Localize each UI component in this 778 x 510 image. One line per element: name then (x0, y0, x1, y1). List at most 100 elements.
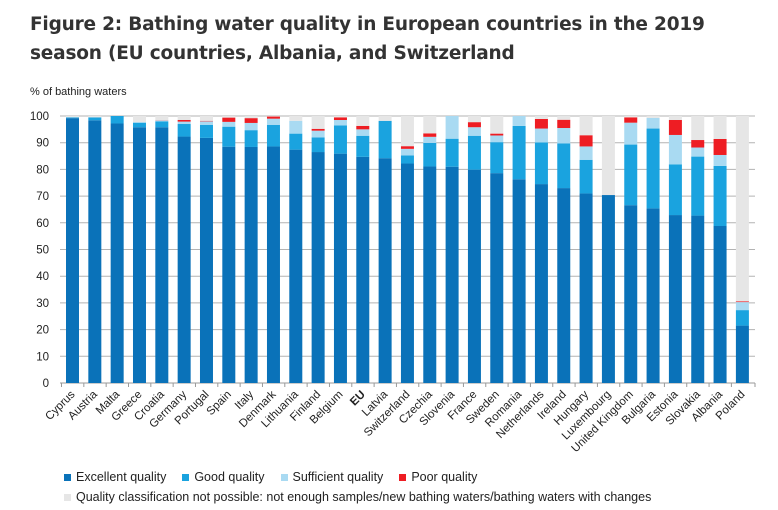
bar-segment (512, 116, 526, 126)
bar-segment (311, 152, 325, 383)
bar-segment (289, 116, 303, 121)
bar-segment (467, 122, 481, 128)
bar-segment (199, 124, 213, 138)
bar-segment (467, 116, 481, 123)
bar-segment (222, 146, 236, 383)
bar-segment (534, 184, 548, 383)
bar-segment (735, 325, 749, 383)
bar-segment (132, 122, 146, 123)
y-tick-label: 70 (36, 191, 49, 203)
bar-segment (132, 127, 146, 384)
bar-segment (423, 116, 437, 134)
bar-stack-spain (222, 116, 236, 383)
bar-segment (579, 116, 593, 136)
bar-segment (311, 116, 325, 129)
bar-segment (222, 116, 236, 118)
bar-segment (333, 125, 347, 154)
bar-segment (691, 215, 705, 383)
y-tick-label: 80 (36, 164, 49, 176)
bar-segment (579, 146, 593, 160)
bar-segment (222, 121, 236, 127)
bar-segment (534, 116, 548, 119)
bar-segment (668, 134, 682, 165)
bar-segment (534, 118, 548, 129)
y-tick-label: 90 (36, 138, 49, 150)
bar-segment (66, 118, 79, 384)
legend-label: Poor quality (411, 470, 478, 484)
bar-segment (177, 120, 191, 122)
bar-stack-luxembourg (601, 116, 615, 383)
bar-segment (66, 117, 79, 119)
bar-segment (400, 163, 414, 383)
bar-stack-latvia (378, 116, 392, 383)
bar-segment (713, 154, 727, 166)
y-tick-label: 60 (36, 218, 49, 230)
bar-segment (177, 121, 191, 125)
bar-segment (423, 136, 437, 143)
bar-segment (88, 116, 102, 118)
bar-segment (333, 117, 347, 121)
bar-segment (646, 117, 660, 129)
bar-segment (557, 188, 571, 383)
legend-swatch (399, 473, 407, 481)
bar-stack-united-kingdom (624, 116, 638, 383)
legend-item: Poor quality (399, 470, 477, 484)
bar-segment (177, 136, 191, 383)
bar-stack-bulgaria (646, 116, 660, 383)
bar-segment (735, 116, 749, 302)
bar-stack-slovenia (445, 116, 459, 383)
bar-segment (467, 169, 481, 383)
bar-stack-poland (735, 116, 749, 383)
bar-segment (691, 147, 705, 157)
bar-segment (668, 120, 682, 135)
bar-stack-austria (88, 116, 102, 383)
bar-segment (110, 116, 124, 124)
bar-stack-finland (311, 116, 325, 383)
bar-segment (534, 142, 548, 185)
bar-segment (579, 193, 593, 383)
bar-stack-ireland (557, 116, 571, 383)
y-axis-label: % of bathing waters (30, 86, 127, 98)
bar-stack-albania (713, 116, 727, 383)
bar-segment (400, 146, 414, 149)
bar-stack-croatia (155, 116, 169, 384)
y-tick-label: 20 (36, 325, 49, 337)
bar-segment (735, 301, 749, 303)
bar-segment (646, 116, 660, 118)
bar-segment (646, 128, 660, 209)
bar-stack-estonia (668, 116, 682, 383)
bar-segment (378, 158, 392, 383)
bar-segment (467, 127, 481, 136)
legend-swatch (64, 473, 71, 481)
bar-segment (735, 310, 749, 326)
y-tick-label: 50 (36, 245, 49, 257)
legend-label: Excellent quality (76, 470, 167, 484)
bar-stack-netherlands (534, 116, 548, 383)
bar-segment (490, 133, 504, 136)
bar-segment (110, 123, 124, 383)
bar-segment (356, 125, 370, 130)
bar-segment (691, 140, 705, 148)
bar-segment (668, 116, 682, 121)
bar-segment (490, 142, 504, 174)
bar-segment (624, 117, 638, 123)
bar-segment (557, 128, 571, 144)
bar-stack-eu (356, 116, 370, 383)
bar-segment (445, 138, 459, 167)
bar-segment (356, 116, 370, 126)
legend-label: Sufficient quality (292, 470, 384, 484)
bar-segment (691, 156, 705, 216)
bar-segment (423, 133, 437, 137)
bar-segment (155, 127, 169, 384)
bar-segment (199, 137, 213, 383)
legend-item: Excellent quality (64, 470, 166, 484)
bar-stack-slovakia (691, 116, 705, 383)
bar-segment (445, 116, 459, 139)
bar-segment (244, 118, 258, 123)
bar-stack-portugal (199, 116, 213, 383)
bar-stack-italy (244, 116, 258, 383)
bar-stack-greece (132, 116, 146, 384)
bar-segment (512, 179, 526, 383)
bar-segment (423, 142, 437, 167)
bar-segment (490, 135, 504, 143)
